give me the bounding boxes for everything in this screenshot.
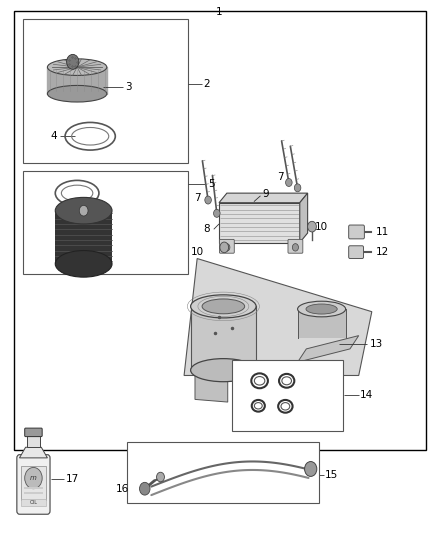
Text: 15: 15 [325, 470, 338, 480]
Circle shape [79, 205, 88, 216]
Text: 6: 6 [79, 216, 86, 227]
Ellipse shape [191, 295, 256, 318]
Text: 16: 16 [116, 484, 130, 494]
Polygon shape [47, 67, 107, 94]
FancyBboxPatch shape [349, 225, 364, 239]
Text: 1: 1 [215, 7, 223, 17]
FancyBboxPatch shape [288, 239, 303, 253]
Circle shape [67, 54, 79, 69]
Polygon shape [297, 336, 359, 362]
Text: 2: 2 [204, 79, 210, 89]
Text: 11: 11 [376, 227, 389, 237]
Polygon shape [219, 193, 307, 203]
Ellipse shape [202, 299, 245, 314]
FancyBboxPatch shape [219, 239, 234, 253]
Text: 10: 10 [191, 247, 204, 257]
Text: 7: 7 [277, 172, 284, 182]
Circle shape [205, 196, 212, 204]
Text: 12: 12 [376, 247, 389, 257]
FancyBboxPatch shape [232, 360, 343, 431]
Text: OIL: OIL [29, 500, 37, 505]
FancyBboxPatch shape [21, 499, 46, 506]
Polygon shape [195, 373, 228, 402]
FancyBboxPatch shape [55, 211, 112, 264]
Circle shape [292, 244, 298, 251]
Text: 13: 13 [370, 338, 383, 349]
FancyBboxPatch shape [297, 309, 346, 338]
FancyBboxPatch shape [27, 435, 40, 447]
Polygon shape [184, 259, 372, 375]
FancyBboxPatch shape [21, 466, 46, 500]
Ellipse shape [306, 304, 337, 314]
FancyBboxPatch shape [219, 203, 300, 243]
Text: 8: 8 [204, 224, 210, 235]
Circle shape [25, 467, 42, 489]
FancyBboxPatch shape [127, 442, 319, 503]
FancyBboxPatch shape [349, 246, 364, 259]
Ellipse shape [47, 59, 107, 76]
Circle shape [307, 221, 316, 232]
FancyBboxPatch shape [17, 455, 50, 514]
FancyBboxPatch shape [25, 428, 42, 437]
Text: 9: 9 [263, 189, 269, 199]
Text: 7: 7 [194, 193, 201, 204]
Text: 3: 3 [125, 82, 132, 92]
FancyBboxPatch shape [24, 487, 43, 489]
Circle shape [214, 209, 220, 217]
Circle shape [140, 482, 150, 495]
Text: 17: 17 [65, 474, 78, 484]
FancyBboxPatch shape [191, 306, 256, 370]
Circle shape [156, 472, 164, 482]
Text: 14: 14 [360, 390, 373, 400]
Ellipse shape [55, 251, 112, 277]
Polygon shape [19, 447, 47, 458]
Circle shape [224, 244, 230, 251]
Text: 10: 10 [315, 222, 328, 232]
Circle shape [286, 179, 292, 187]
Text: m: m [30, 474, 37, 481]
Ellipse shape [55, 197, 112, 224]
Circle shape [294, 184, 301, 192]
Text: 5: 5 [208, 179, 215, 189]
Ellipse shape [47, 85, 107, 102]
Ellipse shape [297, 301, 346, 317]
Circle shape [220, 242, 229, 253]
Polygon shape [300, 193, 307, 243]
FancyBboxPatch shape [24, 492, 43, 494]
Text: 4: 4 [51, 131, 57, 141]
Circle shape [304, 462, 317, 477]
Ellipse shape [191, 359, 256, 382]
